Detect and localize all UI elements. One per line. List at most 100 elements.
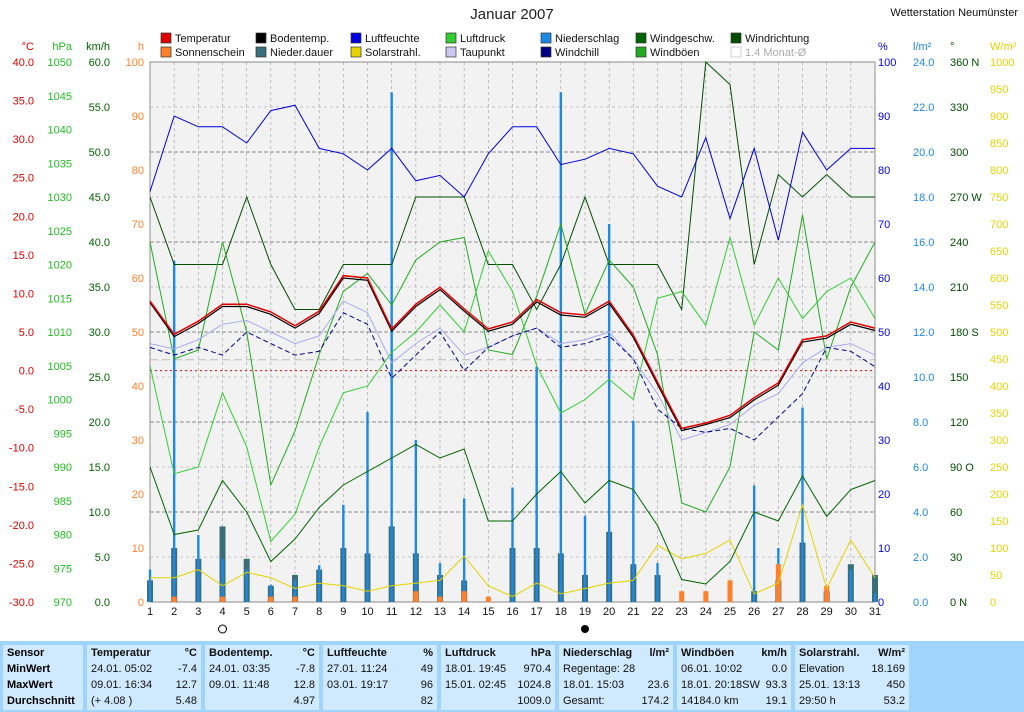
pressure-axis-tick: 985 xyxy=(54,496,72,508)
x-tick: 22 xyxy=(651,606,663,618)
direction-axis-tick: 30 xyxy=(950,552,962,564)
wind-axis-tick: 55.0 xyxy=(89,102,110,114)
bar-precip xyxy=(752,485,756,602)
direction-axis-tick: 0 N xyxy=(950,597,967,609)
x-tick: 7 xyxy=(292,606,298,618)
temp-axis-tick: 15.0 xyxy=(13,250,34,262)
x-tick: 26 xyxy=(748,606,760,618)
series-solarstrahl xyxy=(150,503,876,598)
humidity-axis-tick: 10 xyxy=(878,543,890,555)
col-head: Solarstrahl. xyxy=(799,647,860,659)
pressure-axis-tick: 1015 xyxy=(48,293,72,305)
x-tick: 19 xyxy=(579,606,591,618)
hours-axis-tick: 40 xyxy=(132,381,144,393)
cell-time: 09.01. 16:34 xyxy=(91,679,153,691)
x-tick: 18 xyxy=(555,606,567,618)
x-tick: 6 xyxy=(268,606,274,618)
cell-value: 96 xyxy=(420,679,433,691)
cell-time: 18.01. 19:45 xyxy=(445,663,507,675)
cell-value: 18.169 xyxy=(871,663,905,675)
series-windrichtung xyxy=(149,60,875,312)
row-label-max: MaxWert xyxy=(7,679,53,691)
cell-time: 09.01. 11:48 xyxy=(209,679,270,691)
humidity-axis-tick: 90 xyxy=(878,111,890,123)
legend-swatch xyxy=(730,46,742,58)
solar-axis-tick: 600 xyxy=(990,273,1008,285)
pressure-axis-tick: 1050 xyxy=(48,57,72,69)
solar-axis-tick: 50 xyxy=(990,570,1002,582)
solar-axis-tick: 0 xyxy=(990,597,996,609)
x-tick: 4 xyxy=(219,606,225,618)
summary-panel: Sensor MinWert MaxWert Durchschnitt Temp… xyxy=(0,641,1024,712)
legend-swatch xyxy=(540,46,552,58)
solar-axis-tick: 100 xyxy=(990,543,1008,555)
col-head: Luftdruck xyxy=(445,647,496,659)
pressure-axis-tick: 1005 xyxy=(48,361,72,373)
weather-chart: 40.035.030.025.020.015.010.05.00.0-5.0-1… xyxy=(9,32,1017,634)
x-tick: 13 xyxy=(434,606,446,618)
x-tick: 16 xyxy=(506,606,518,618)
x-tick: 24 xyxy=(700,606,712,618)
wind-axis-tick: 30.0 xyxy=(89,327,110,339)
legend-label: Luftdruck xyxy=(460,33,506,45)
precip-axis-tick: 10.0 xyxy=(913,372,934,384)
bar-precip xyxy=(438,563,442,602)
cell-time: 06.01. 10:02 xyxy=(681,663,743,675)
bar-precip xyxy=(390,92,393,603)
x-tick: 23 xyxy=(676,606,688,618)
direction-axis-tick: 330 xyxy=(950,102,968,114)
temp-axis-tick: -20.0 xyxy=(9,520,34,532)
x-tick: 1 xyxy=(147,606,153,618)
humidity-axis-tick: 60 xyxy=(878,273,890,285)
legend-swatch xyxy=(350,32,362,44)
row-label-sensor: Sensor xyxy=(7,647,45,659)
summary-col-2: Luftfeuchte% 27.01. 11:24 49 03.01. 19:17 96… xyxy=(323,645,437,710)
col-unit: l/m² xyxy=(649,647,669,659)
temp-axis-tick: 5.0 xyxy=(19,327,34,339)
cell-value: 49 xyxy=(420,663,433,675)
legend-swatch xyxy=(160,32,172,44)
wind-axis-tick: 45.0 xyxy=(89,192,110,204)
x-tick: 11 xyxy=(386,606,397,618)
cell-value: 4.97 xyxy=(293,695,315,707)
bar-precip xyxy=(148,569,152,602)
precip-axis-tick: 2.0 xyxy=(913,552,928,564)
temp-axis-tick: -10.0 xyxy=(9,443,34,455)
humidity-axis-tick: 20 xyxy=(878,489,890,501)
cell-time: 25.01. 13:13 xyxy=(799,679,861,691)
precip-axis-tick: 0.0 xyxy=(913,597,928,609)
bar-precip xyxy=(656,563,659,602)
solar-axis-tick: 700 xyxy=(990,219,1008,231)
hours-axis-tick: 60 xyxy=(132,273,144,285)
direction-axis-tick: 90 O xyxy=(950,462,974,474)
cell-time: 27.01. 11:24 xyxy=(327,663,388,675)
legend-swatch xyxy=(635,32,647,44)
temp-axis-tick: 10.0 xyxy=(13,288,34,300)
bar-sunshine xyxy=(703,591,709,602)
col-unit: km/h xyxy=(761,647,787,659)
bar-precip xyxy=(583,515,587,602)
x-tick: 2 xyxy=(171,606,177,618)
wind-axis-unit: km/h xyxy=(86,41,110,53)
bar-sunshine xyxy=(292,596,298,602)
temp-axis-tick: 35.0 xyxy=(13,96,34,108)
series-luftfeuchte xyxy=(149,104,875,241)
cell-time: Regentage: 28 xyxy=(563,663,636,675)
solar-axis-tick: 400 xyxy=(990,381,1008,393)
solar-axis-tick: 750 xyxy=(990,192,1008,204)
bar-sunshine xyxy=(437,596,443,602)
bar-sunshine xyxy=(824,585,830,602)
legend-label: Niederschlag xyxy=(555,33,619,45)
cell-time: Gesamt: xyxy=(563,695,605,707)
legend-label: Nieder.dauer xyxy=(270,47,333,59)
cell-time: 24.01. 05:02 xyxy=(91,663,153,675)
humidity-axis-tick: 50 xyxy=(878,327,890,339)
temp-axis-tick: -15.0 xyxy=(9,481,34,493)
bar-precip xyxy=(414,440,418,602)
bar-precip xyxy=(366,411,369,602)
col-unit: °C xyxy=(302,647,315,659)
summary-col-5: Windböen km/h 06.01. 10:02 0.0 18.01. 20:18S… xyxy=(677,645,791,710)
bar-precip xyxy=(317,565,321,602)
x-tick: 14 xyxy=(458,606,470,618)
pressure-axis-tick: 1010 xyxy=(48,327,72,339)
